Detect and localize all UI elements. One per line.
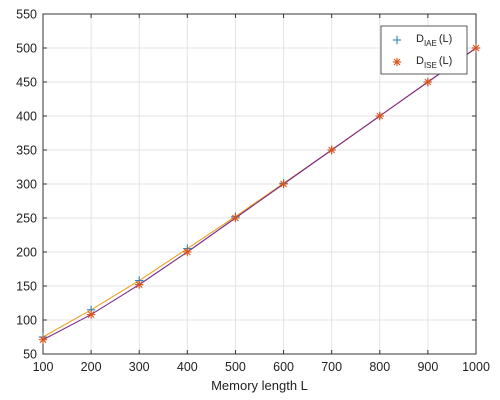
y-tick-label: 200 [16, 246, 37, 260]
legend: DIAE (L) DISE (L) [380, 25, 468, 75]
data-point-ise [38, 335, 48, 344]
marker-stroke [39, 336, 47, 344]
y-tick-label: 400 [16, 110, 37, 124]
data-point-ise [423, 77, 433, 87]
y-tick-label: 350 [16, 144, 37, 158]
marker-stroke [183, 248, 191, 256]
y-tick-label: 100 [16, 314, 37, 328]
x-tick-label: 100 [33, 360, 54, 374]
data-point-ise [183, 247, 192, 257]
x-tick-label: 500 [225, 360, 246, 374]
x-tick-label: 600 [273, 360, 294, 374]
data-point-ise [471, 43, 481, 53]
legend-marker-iae [392, 35, 402, 45]
axes [42, 13, 477, 355]
marker-stroke [280, 180, 287, 188]
y-tick-label: 250 [16, 212, 37, 226]
y-tick-label: 550 [16, 8, 37, 22]
x-tick-label: 800 [369, 360, 390, 374]
data-point-ise [231, 213, 240, 223]
marker-stroke [424, 78, 432, 86]
y-tick-labels: 50 100 150 200 250 300 350 400 450 500 550 [16, 8, 37, 362]
data-point-ise [327, 145, 336, 155]
x-tick-labels: 100 200 300 400 500 600 700 800 900 1000 [33, 360, 490, 374]
legend-entry-iae: DIAE (L) [416, 33, 452, 48]
y-tick-label: 500 [16, 42, 37, 56]
marker-stroke [232, 214, 239, 222]
data-point-ise [279, 179, 288, 189]
y-tick-label: 300 [16, 178, 37, 192]
x-tick-label: 700 [321, 360, 342, 374]
marker-stroke [472, 44, 480, 52]
x-tick-label: 300 [129, 360, 150, 374]
x-tick-label: 400 [177, 360, 198, 374]
series-markers [38, 43, 481, 344]
x-tick-label: 900 [417, 360, 438, 374]
y-tick-label: 150 [16, 280, 37, 294]
y-tick-label: 450 [16, 76, 37, 90]
marker-stroke [87, 311, 95, 318]
legend-box [380, 25, 468, 75]
marker-stroke [393, 58, 401, 66]
legend-marker-ise [392, 57, 402, 67]
series-lines [42, 47, 477, 341]
legend-entry-ise: DISE (L) [416, 55, 452, 70]
marker-stroke [135, 281, 143, 289]
series-line-ise [42, 47, 477, 341]
x-tick-label: 200 [81, 360, 102, 374]
data-point-ise [86, 310, 96, 319]
series-line-iae [42, 47, 477, 338]
marker-stroke [328, 146, 336, 154]
marker-stroke [376, 112, 384, 120]
y-tick-label: 50 [23, 348, 37, 362]
x-tick-label: 1000 [462, 360, 490, 374]
data-point-ise [375, 111, 384, 121]
data-point-ise [135, 280, 144, 289]
x-axis-label: Memory length L [211, 378, 308, 393]
